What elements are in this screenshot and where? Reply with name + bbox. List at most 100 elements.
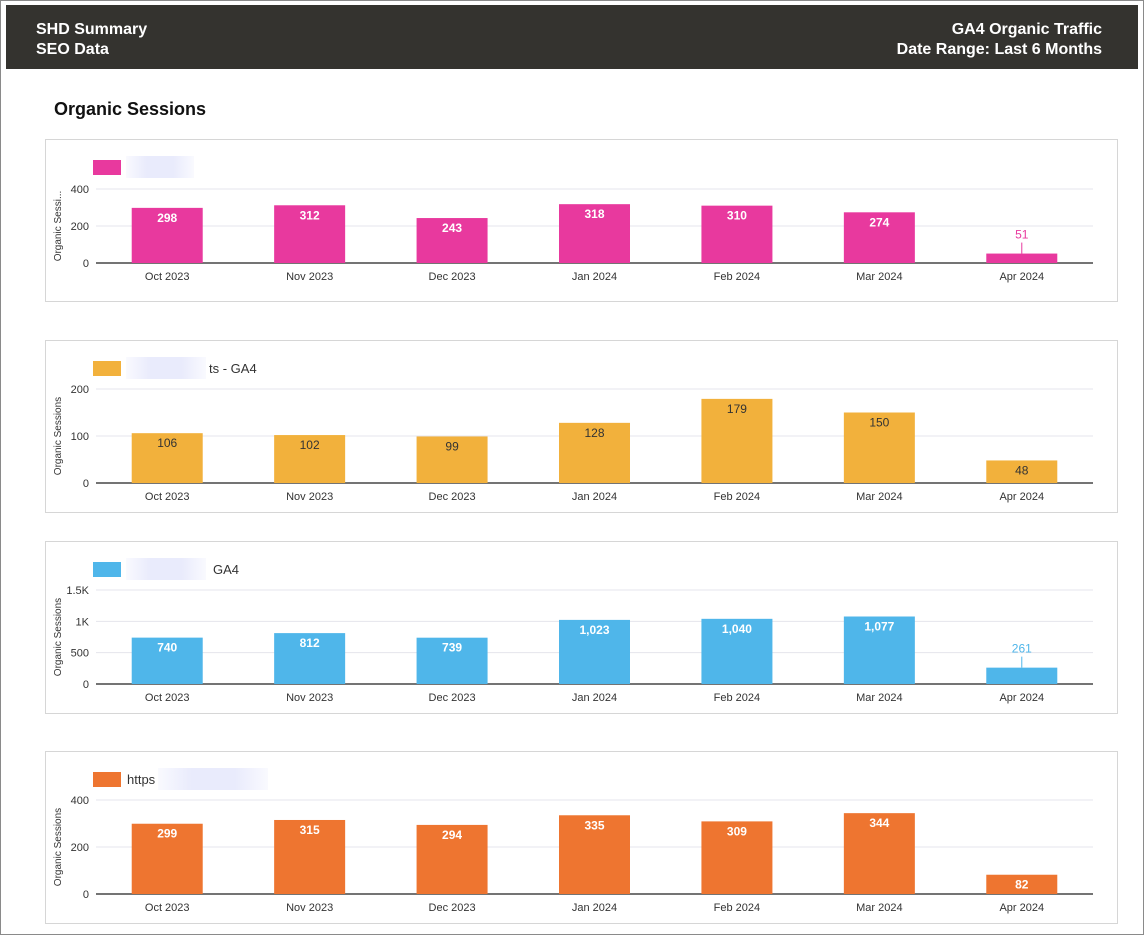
data-label: 294	[442, 828, 462, 842]
data-label: 299	[157, 827, 177, 841]
bar	[986, 460, 1058, 483]
y-tick-label: 200	[71, 842, 89, 854]
legend-swatch	[93, 159, 121, 175]
bar	[559, 422, 630, 483]
bar	[843, 616, 915, 684]
x-tick-label: Dec 2023	[429, 491, 476, 503]
header-left: SHD Summary SEO Data	[36, 20, 147, 60]
data-label: 1,040	[722, 622, 752, 636]
x-tick-label: Nov 2023	[286, 902, 333, 914]
bar	[416, 436, 488, 483]
x-tick-label: Apr 2024	[999, 692, 1044, 704]
y-tick-label: 0	[83, 679, 89, 691]
y-axis-label: Organic Sessi...	[53, 191, 64, 262]
y-axis-label: Organic Sessions	[53, 397, 64, 475]
report-source-title: GA4 Organic Traffic	[951, 21, 1102, 38]
data-label: 335	[584, 818, 604, 832]
x-tick-label: Apr 2024	[999, 271, 1044, 283]
x-tick-label: Jan 2024	[572, 491, 617, 503]
x-tick-label: Mar 2024	[856, 902, 902, 914]
data-label: 344	[869, 816, 889, 830]
y-tick-label: 0	[83, 889, 89, 901]
bar	[986, 667, 1058, 684]
data-label: 274	[869, 215, 889, 229]
data-label: 261	[1012, 642, 1032, 656]
y-axis-label: Organic Sessions	[53, 598, 64, 676]
bar	[559, 815, 630, 894]
data-label: 740	[157, 641, 177, 655]
data-label: 99	[445, 439, 459, 453]
x-tick-label: Apr 2024	[999, 491, 1044, 503]
x-tick-label: Feb 2024	[714, 902, 760, 914]
legend-label: ts - GA4	[209, 360, 257, 376]
chart-legend[interactable]: https	[93, 771, 155, 787]
chart-legend[interactable]	[93, 159, 127, 175]
bar	[274, 435, 346, 483]
data-label: 82	[1015, 878, 1029, 892]
chart-legend[interactable]: GA4	[93, 561, 239, 577]
redacted-legend-text	[158, 768, 268, 790]
report-subtitle: SEO Data	[36, 41, 109, 58]
x-tick-label: Mar 2024	[856, 491, 902, 503]
bar	[131, 637, 203, 684]
bar	[416, 637, 488, 684]
bar	[843, 412, 915, 483]
data-label: 1,077	[864, 620, 894, 634]
data-label: 128	[584, 426, 604, 440]
redacted-legend-text	[126, 558, 206, 580]
data-label: 150	[869, 416, 889, 430]
bar-chart-svg: 0 200 400 Organic Sessi... 298 Oct 2023 312 Nov…	[53, 184, 1093, 283]
x-tick-label: Jan 2024	[572, 902, 617, 914]
bar	[416, 824, 488, 894]
data-label: 1,023	[579, 623, 609, 637]
data-label: 243	[442, 221, 462, 235]
data-label: 309	[727, 824, 747, 838]
data-label: 739	[442, 641, 462, 655]
x-tick-label: Jan 2024	[572, 271, 617, 283]
data-label: 812	[300, 636, 320, 650]
x-tick-label: Dec 2023	[429, 692, 476, 704]
y-tick-label: 1K	[76, 616, 90, 628]
bar	[274, 205, 346, 263]
data-label: 315	[300, 823, 320, 837]
bar	[131, 207, 203, 263]
bar	[559, 619, 630, 684]
legend-swatch	[93, 771, 121, 787]
y-tick-label: 0	[83, 258, 89, 270]
data-label: 318	[584, 207, 604, 221]
bar	[986, 253, 1058, 263]
data-label: 298	[157, 211, 177, 225]
chart-legend[interactable]: ts - GA4	[93, 360, 257, 376]
y-tick-label: 500	[71, 648, 89, 660]
data-label: 312	[300, 208, 320, 222]
bar	[701, 205, 773, 263]
bar	[559, 204, 630, 263]
bar	[131, 433, 203, 483]
x-tick-label: Oct 2023	[145, 491, 190, 503]
date-range-label: Date Range: Last 6 Months	[896, 41, 1102, 58]
x-tick-label: Feb 2024	[714, 491, 760, 503]
y-tick-label: 400	[71, 184, 89, 196]
section-title: Organic Sessions	[54, 99, 207, 119]
header-right: GA4 Organic Traffic Date Range: Last 6 M…	[897, 20, 1102, 60]
bar	[416, 218, 488, 263]
legend-label: GA4	[213, 561, 240, 577]
chart-card-2: ts - GA4 0 100 200 Organic Sessions 106 Oct 2…	[45, 340, 1118, 513]
bar-chart-svg: 0 200 400 Organic Sessions 299 Oct 2023 315 Nov…	[53, 795, 1093, 914]
x-tick-label: Dec 2023	[429, 902, 476, 914]
redacted-legend-text	[126, 156, 194, 178]
y-axis-label: Organic Sessions	[53, 808, 64, 886]
bar	[701, 398, 773, 483]
legend-label: https	[127, 771, 156, 787]
y-tick-label: 400	[71, 795, 89, 807]
data-label: 310	[727, 209, 747, 223]
bar	[131, 823, 203, 894]
x-tick-label: Feb 2024	[714, 271, 760, 283]
x-tick-label: Apr 2024	[999, 902, 1044, 914]
x-tick-label: Dec 2023	[429, 271, 476, 283]
data-label: 102	[300, 438, 320, 452]
x-tick-label: Nov 2023	[286, 692, 333, 704]
bar	[843, 212, 915, 263]
x-tick-label: Oct 2023	[145, 692, 190, 704]
y-tick-label: 200	[71, 384, 89, 396]
